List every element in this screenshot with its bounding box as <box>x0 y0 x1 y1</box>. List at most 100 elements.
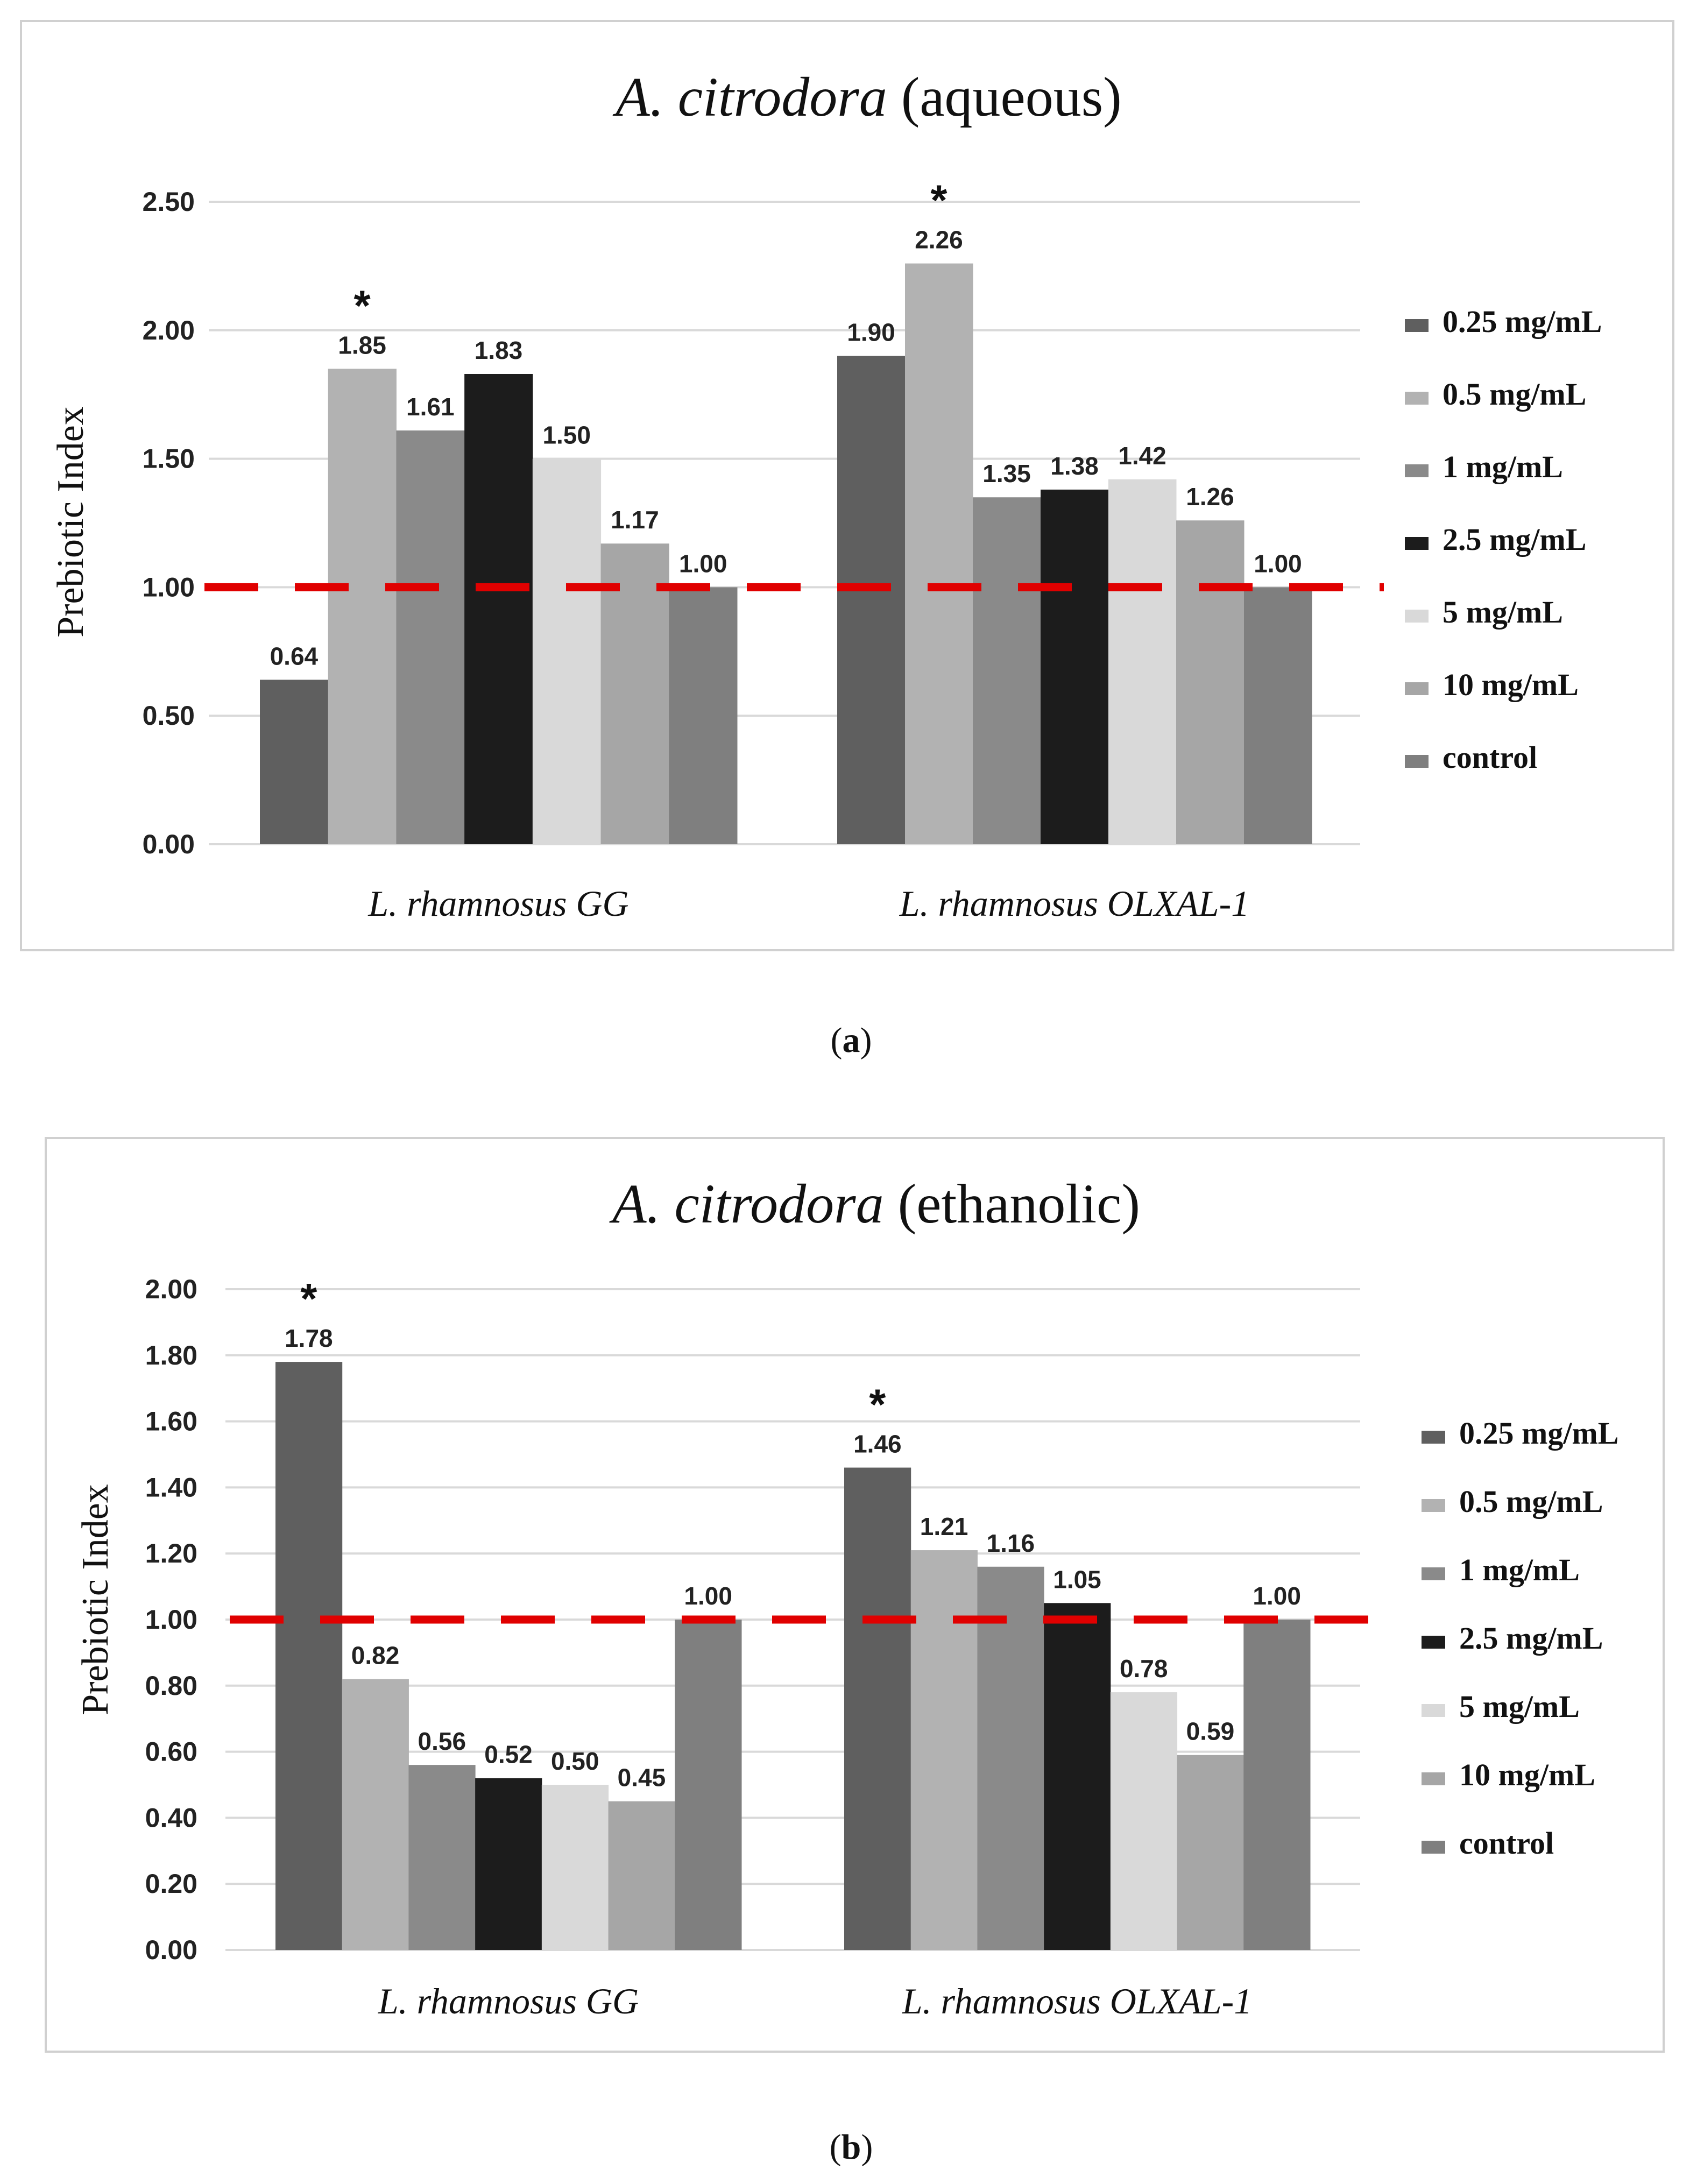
legend-label: 10 mg/mL <box>1443 667 1579 702</box>
bar <box>475 1778 542 1950</box>
data-label: 1.00 <box>679 549 727 577</box>
data-label: 0.50 <box>551 1747 599 1775</box>
data-label: 0.78 <box>1120 1655 1168 1683</box>
bar <box>464 373 533 844</box>
data-label: 1.78 <box>285 1324 333 1352</box>
legend-label: 5 mg/mL <box>1459 1689 1580 1724</box>
data-label: 1.50 <box>542 421 591 449</box>
legend-swatch <box>1405 392 1429 405</box>
y-tick-label: 1.20 <box>145 1538 197 1568</box>
legend-label: 1 mg/mL <box>1459 1552 1580 1587</box>
bar <box>1177 1755 1244 1950</box>
data-label: 1.38 <box>1050 452 1099 480</box>
data-label: 0.64 <box>270 642 319 670</box>
bar <box>910 1550 978 1950</box>
data-label: 1.90 <box>847 319 895 347</box>
bar <box>408 1765 476 1950</box>
data-label: 1.85 <box>338 331 386 359</box>
data-label: 1.46 <box>853 1430 902 1458</box>
bar <box>342 1679 409 1950</box>
legend-swatch <box>1422 1704 1445 1717</box>
data-label: 1.83 <box>475 336 523 364</box>
y-tick-label: 2.50 <box>143 187 195 217</box>
caption-paren: ( <box>830 2128 842 2167</box>
data-label: 0.45 <box>618 1764 666 1792</box>
legend-label: 10 mg/mL <box>1459 1757 1595 1792</box>
bar <box>600 543 669 844</box>
data-label: 1.00 <box>1254 549 1302 577</box>
legend-swatch <box>1422 1431 1445 1444</box>
legend-swatch <box>1405 610 1429 623</box>
legend-swatch <box>1405 537 1429 550</box>
y-tick-label: 1.00 <box>143 572 195 602</box>
caption-letter: a <box>843 1021 860 1060</box>
legend-label: control <box>1459 1826 1554 1861</box>
caption-letter: b <box>842 2128 861 2167</box>
significance-asterisk: * <box>930 176 948 224</box>
data-label: 1.21 <box>920 1512 968 1540</box>
legend-label: 0.25 mg/mL <box>1443 304 1602 339</box>
data-label: 2.26 <box>915 226 963 254</box>
legend-label: 0.25 mg/mL <box>1459 1416 1618 1451</box>
data-label: 1.05 <box>1053 1565 1101 1593</box>
bar <box>669 587 738 844</box>
category-label: L. rhamnosus OLXAL-1 <box>899 883 1250 924</box>
data-label: 1.35 <box>982 460 1031 487</box>
legend-label: control <box>1443 740 1537 775</box>
bar <box>396 430 465 844</box>
legend-label: 2.5 mg/mL <box>1459 1621 1603 1656</box>
data-label: 1.26 <box>1186 483 1234 511</box>
data-label: 1.00 <box>684 1582 732 1610</box>
significance-asterisk: * <box>300 1275 317 1323</box>
bar <box>973 497 1041 844</box>
legend-label: 5 mg/mL <box>1443 595 1563 630</box>
y-tick-label: 1.80 <box>145 1340 197 1370</box>
legend-swatch <box>1405 464 1429 477</box>
bar <box>1044 1603 1111 1950</box>
data-label: 1.16 <box>987 1529 1035 1557</box>
bar <box>837 356 906 844</box>
caption-paren: ) <box>861 2128 873 2167</box>
legend-swatch <box>1422 1567 1445 1580</box>
bar <box>1110 1692 1178 1950</box>
significance-asterisk: * <box>869 1381 886 1429</box>
data-label: 0.59 <box>1186 1717 1235 1745</box>
data-label: 0.52 <box>484 1741 533 1769</box>
y-tick-label: 0.00 <box>145 1935 197 1965</box>
data-label: 1.17 <box>611 506 659 534</box>
y-tick-label: 0.50 <box>143 701 195 731</box>
bar <box>608 1801 675 1950</box>
y-axis-label: Prebiotic Index <box>75 1484 116 1715</box>
y-tick-label: 0.60 <box>145 1737 197 1767</box>
legend-swatch <box>1405 682 1429 695</box>
caption-paren: ) <box>860 1021 872 1060</box>
data-label: 0.56 <box>418 1727 466 1755</box>
bar <box>1244 587 1312 844</box>
legend-swatch <box>1422 1772 1445 1785</box>
legend-swatch <box>1422 1636 1445 1649</box>
chart-a: A. citrodora (aqueous) 0.00 0.50 1.00 1.50 2.… <box>20 20 1674 951</box>
legend-label: 2.5 mg/mL <box>1443 522 1586 557</box>
category-label: L. rhamnosus GG <box>367 883 628 924</box>
bar <box>1108 479 1177 844</box>
category-label: L. rhamnosus GG <box>378 1981 639 2022</box>
y-tick-label: 0.20 <box>145 1869 197 1899</box>
figure-caption: (a) <box>831 1021 872 1060</box>
chart-title: A. citrodora (aqueous) <box>612 66 1122 128</box>
legend-swatch <box>1422 1499 1445 1512</box>
bar <box>541 1785 609 1950</box>
bar <box>532 458 602 844</box>
y-tick-label: 0.80 <box>145 1671 197 1701</box>
caption-paren: ( <box>831 1021 843 1060</box>
chart-title: A. citrodora (ethanolic) <box>609 1173 1140 1235</box>
y-tick-label: 1.50 <box>143 444 195 474</box>
data-label: 1.42 <box>1118 442 1166 470</box>
chart-title-italic: A. citrodora <box>609 1173 884 1235</box>
y-tick-label: 0.40 <box>145 1803 197 1833</box>
legend-label: 0.5 mg/mL <box>1459 1484 1603 1519</box>
y-tick-label: 2.00 <box>143 315 195 345</box>
category-label: L. rhamnosus OLXAL-1 <box>902 1981 1253 2022</box>
data-label: 1.61 <box>406 393 455 421</box>
legend-swatch <box>1405 319 1429 332</box>
